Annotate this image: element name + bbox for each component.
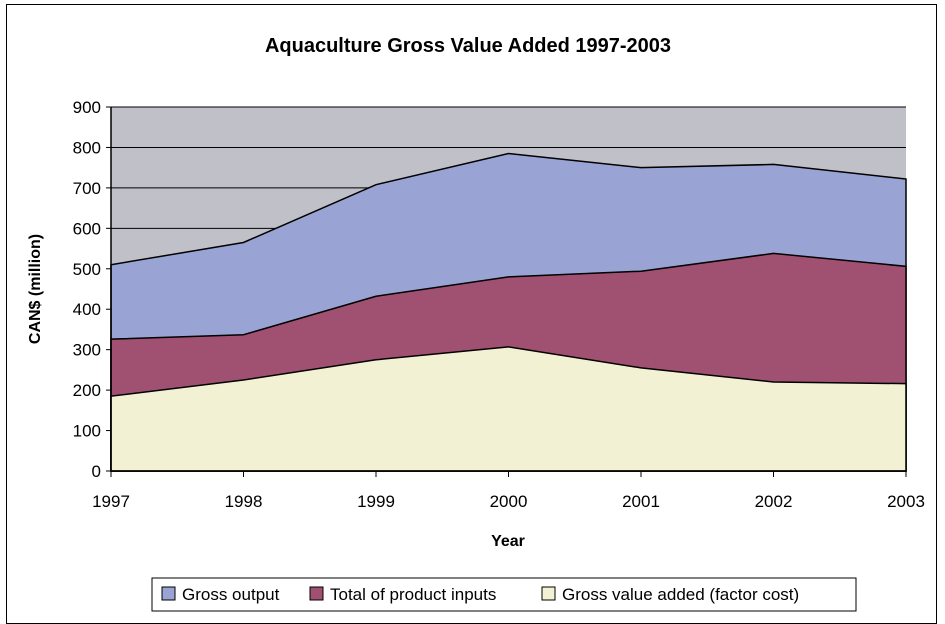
x-axis-title: Year — [491, 533, 525, 550]
legend-swatch — [309, 586, 324, 601]
chart-title: Aquaculture Gross Value Added 1997-2003 — [265, 35, 671, 57]
y-tick-label: 0 — [92, 462, 101, 481]
legend-item: Total of product inputs — [309, 585, 496, 604]
y-tick-labels: 0 100 200 300 400 500 600 700 800 900 — [73, 98, 101, 481]
legend-label: Gross output — [182, 585, 280, 604]
y-tick-label: 400 — [73, 300, 101, 319]
x-tick-label: 1997 — [92, 492, 130, 511]
y-tick-label: 500 — [73, 260, 101, 279]
area-series — [110, 152, 907, 472]
legend-swatch — [161, 586, 176, 601]
x-tick-label: 2000 — [490, 492, 528, 511]
x-tick-label: 2001 — [622, 492, 660, 511]
legend-label: Total of product inputs — [330, 585, 496, 604]
y-tick-label: 700 — [73, 179, 101, 198]
legend-label: Gross value added (factor cost) — [562, 585, 799, 604]
y-axis-title: CAN$ (million) — [27, 234, 44, 344]
x-tick-label: 1999 — [357, 492, 395, 511]
legend: Gross output Total of product inputs Gross… — [161, 585, 799, 604]
area-gross-value-added-factor-cost — [110, 346, 907, 472]
y-tick-label: 300 — [73, 341, 101, 360]
y-tick-label: 600 — [73, 219, 101, 238]
legend-item: Gross output — [161, 585, 280, 604]
y-tick-label: 800 — [73, 138, 101, 157]
x-tick-labels: 1997 1998 1999 2000 2001 2002 2003 — [92, 492, 925, 511]
legend-item: Gross value added (factor cost) — [541, 585, 799, 604]
x-tick-label: 2002 — [755, 492, 793, 511]
x-tick-label: 1998 — [225, 492, 263, 511]
legend-swatch — [541, 586, 556, 601]
x-tick-label: 2003 — [887, 492, 925, 511]
y-tick-label: 100 — [73, 422, 101, 441]
axes — [106, 106, 907, 477]
y-tick-label: 900 — [73, 98, 101, 117]
y-tick-label: 200 — [73, 381, 101, 400]
legend-box — [151, 577, 857, 612]
